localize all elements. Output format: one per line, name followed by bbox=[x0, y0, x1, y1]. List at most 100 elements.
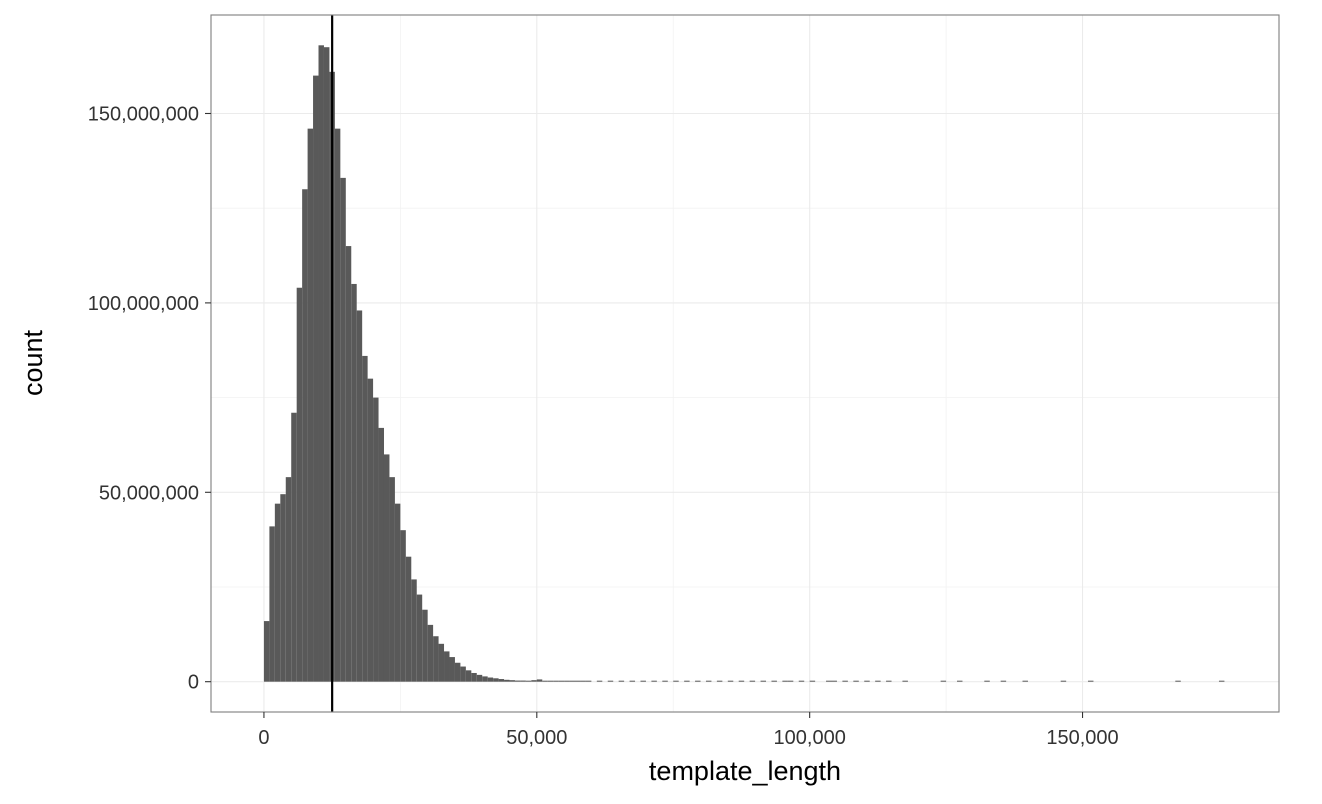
histogram-bar bbox=[427, 624, 434, 682]
histogram-bar bbox=[1218, 680, 1225, 682]
histogram-bar bbox=[433, 636, 439, 682]
histogram-bar bbox=[318, 45, 324, 682]
y-axis: 0 50,000,000 100,000,000 150,000,000 bbox=[88, 103, 211, 694]
histogram-bar bbox=[313, 75, 319, 682]
histogram-bar bbox=[580, 680, 586, 682]
histogram-bar bbox=[416, 594, 423, 682]
histogram-bar bbox=[651, 680, 657, 682]
histogram-bar bbox=[531, 680, 537, 682]
histogram-bar bbox=[356, 310, 363, 682]
histogram-bar bbox=[438, 643, 445, 682]
histogram-bar bbox=[520, 680, 526, 682]
histogram-bar bbox=[465, 670, 472, 682]
histogram-bar bbox=[760, 680, 767, 682]
histogram-bar bbox=[383, 454, 390, 682]
histogram-bar bbox=[1060, 680, 1067, 682]
y-tick-label: 0 bbox=[188, 672, 199, 694]
histogram-bar bbox=[411, 579, 417, 682]
histogram-bar bbox=[564, 680, 570, 682]
histogram-bar bbox=[886, 680, 892, 682]
plot-border bbox=[210, 14, 1280, 713]
histogram-bar bbox=[471, 672, 477, 682]
histogram-bar bbox=[514, 680, 521, 682]
x-tick-label: 50,000 bbox=[506, 727, 567, 749]
histogram-bar bbox=[291, 412, 297, 682]
histogram-bar bbox=[444, 651, 450, 682]
x-tick-label: 100,000 bbox=[774, 727, 846, 749]
histogram-bar bbox=[296, 287, 303, 682]
histogram-bar bbox=[831, 680, 837, 682]
histogram-bar bbox=[504, 679, 510, 682]
histogram-bar bbox=[405, 556, 412, 682]
histogram-bar bbox=[575, 680, 581, 682]
histogram-bar bbox=[400, 530, 406, 682]
histogram-bar bbox=[853, 680, 859, 682]
histogram-bar bbox=[875, 680, 881, 682]
histogram-bar bbox=[334, 128, 341, 682]
histogram-bar bbox=[629, 680, 636, 682]
histogram-bar bbox=[482, 676, 488, 682]
histogram-bar bbox=[536, 679, 543, 682]
histogram-bar bbox=[362, 355, 368, 682]
histogram-bar bbox=[422, 609, 428, 682]
histogram-bar bbox=[394, 503, 401, 682]
histogram-bar bbox=[351, 283, 357, 682]
y-tick-label: 100,000,000 bbox=[88, 293, 199, 315]
histogram-bar bbox=[1175, 680, 1181, 682]
histogram-bar bbox=[269, 526, 275, 682]
histogram-bar bbox=[782, 680, 788, 682]
histogram-bar bbox=[640, 680, 646, 682]
histogram-bar bbox=[553, 680, 559, 682]
histogram-bar bbox=[727, 680, 734, 682]
histogram-bar bbox=[684, 680, 690, 682]
histogram-bar bbox=[542, 680, 548, 682]
histogram-bar bbox=[449, 657, 455, 682]
histogram-bar bbox=[569, 680, 576, 682]
histogram-bar bbox=[389, 477, 395, 682]
histogram-bar bbox=[280, 494, 286, 682]
x-axis: 0 50,000 100,000 150,000 bbox=[258, 712, 1119, 749]
histogram-bar bbox=[596, 680, 603, 682]
histogram-bar bbox=[263, 621, 270, 682]
histogram-bar bbox=[1087, 680, 1094, 682]
histogram-bar bbox=[1000, 680, 1007, 682]
histogram-bar bbox=[864, 680, 870, 682]
histogram-bar bbox=[525, 680, 532, 682]
histogram-bar bbox=[607, 680, 614, 682]
histogram-bar bbox=[547, 680, 554, 682]
histogram-bar bbox=[798, 680, 805, 682]
histogram-bar bbox=[940, 680, 947, 682]
histogram-bar bbox=[340, 177, 346, 682]
histogram-bar bbox=[307, 128, 314, 682]
x-axis-title: template_length bbox=[649, 756, 841, 786]
histogram-bar bbox=[771, 680, 777, 682]
histogram-bar bbox=[716, 680, 723, 682]
histogram-bar bbox=[558, 680, 565, 682]
histogram-bar bbox=[323, 47, 330, 682]
histogram-bar bbox=[487, 677, 494, 682]
histogram-bar bbox=[787, 680, 794, 682]
histogram-bar bbox=[460, 666, 466, 682]
histogram-bar bbox=[705, 680, 712, 682]
histogram-bar bbox=[285, 477, 292, 682]
histogram-bar bbox=[662, 680, 668, 682]
histogram-bar bbox=[378, 427, 384, 682]
histogram-bar bbox=[673, 680, 679, 682]
histogram-bar bbox=[498, 679, 505, 682]
histogram-bar bbox=[695, 680, 701, 682]
histogram-bar bbox=[1022, 680, 1028, 682]
histogram-bar bbox=[902, 680, 908, 682]
histogram-bar bbox=[454, 662, 461, 682]
histogram-bar bbox=[618, 680, 625, 682]
y-axis-title: count bbox=[18, 329, 48, 396]
y-tick-label: 150,000,000 bbox=[88, 103, 199, 125]
histogram-bar bbox=[842, 680, 848, 682]
histogram-bar bbox=[957, 680, 963, 682]
histogram-bar bbox=[345, 246, 352, 682]
histogram-bar bbox=[749, 680, 756, 682]
histogram-bar bbox=[367, 378, 374, 682]
histogram-bar bbox=[826, 680, 832, 682]
histogram-bar bbox=[984, 680, 990, 682]
histogram-bar bbox=[809, 680, 816, 682]
